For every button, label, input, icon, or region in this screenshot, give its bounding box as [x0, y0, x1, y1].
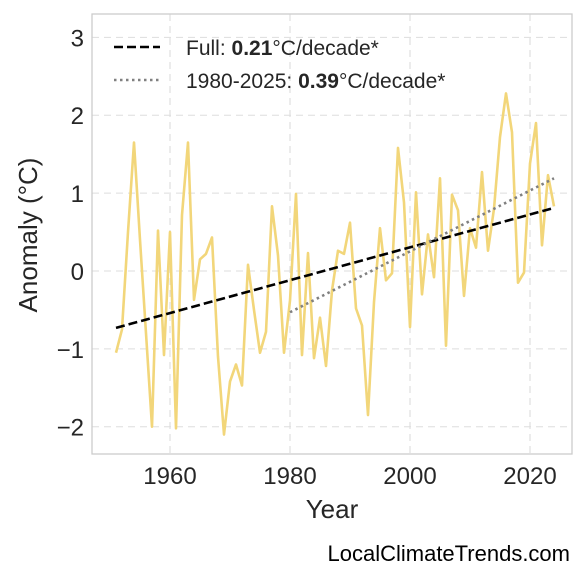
- y-tick-label: −1: [57, 337, 84, 364]
- legend-recent-label: 1980-2025: 0.39°C/decade*: [186, 70, 445, 93]
- y-tick-label: −2: [57, 415, 84, 442]
- legend-full-prefix: Full:: [186, 37, 232, 60]
- legend-recent-rate: 0.39: [298, 70, 339, 93]
- y-tick-label: 2: [71, 103, 84, 130]
- x-axis-title: Year: [306, 494, 359, 524]
- x-tick-label: 1980: [263, 463, 316, 490]
- y-tick-label: 3: [71, 25, 84, 52]
- y-tick-label: 1: [71, 181, 84, 208]
- y-tick-label: 0: [71, 259, 84, 286]
- y-axis-title: Anomaly (°C): [13, 158, 43, 313]
- x-tick-label: 1960: [143, 463, 196, 490]
- legend-recent-suffix: °C/decade*: [339, 70, 445, 93]
- series-lines: [114, 92, 556, 436]
- full-trend-line: [115, 206, 555, 330]
- credit-text: LocalClimateTrends.com: [328, 541, 571, 566]
- legend-full-label: Full: 0.21°C/decade*: [186, 37, 379, 60]
- legend: Full: 0.21°C/decade* 1980-2025: 0.39°C/d…: [114, 37, 445, 93]
- gridlines: [92, 14, 572, 454]
- tick-labels: 1960 1980 2000 2020 −2 −1 0 1 2 3: [57, 25, 557, 490]
- legend-recent-prefix: 1980-2025:: [186, 70, 298, 93]
- legend-full-rate: 0.21: [232, 37, 273, 60]
- recent-trend-line: [289, 177, 555, 314]
- plot-frame: [91, 13, 573, 455]
- x-tick-label: 2020: [503, 463, 556, 490]
- legend-full-suffix: °C/decade*: [272, 37, 378, 60]
- anomaly-series-line: [114, 92, 556, 436]
- x-tick-label: 2000: [383, 463, 436, 490]
